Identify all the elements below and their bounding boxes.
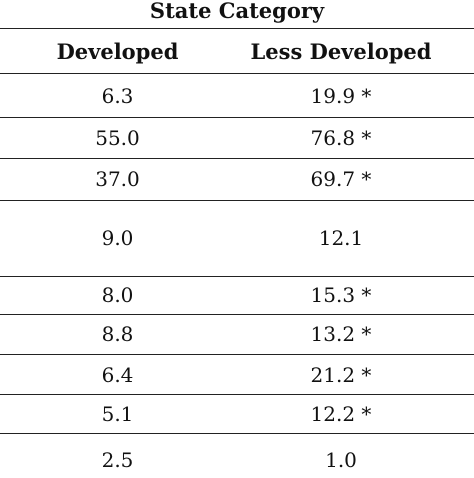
cell-less-developed: 1.0 xyxy=(325,448,357,472)
cell-developed: 8.0 xyxy=(101,283,134,307)
header-rule xyxy=(0,28,474,29)
group-header: State Category xyxy=(149,0,325,23)
table-row: 8.8 13.2 * xyxy=(0,316,474,352)
row-rule xyxy=(0,354,474,355)
cell-developed: 6.4 xyxy=(101,362,134,387)
cell-less-developed: 19.9 * xyxy=(310,83,372,108)
cell-less-developed: 21.2 * xyxy=(310,362,372,387)
cell-developed: 2.5 xyxy=(101,448,134,472)
row-rule xyxy=(0,158,474,159)
row-rule xyxy=(0,433,474,434)
table-row: 37.0 69.7 * xyxy=(0,160,474,198)
cell-less-developed: 12.2 * xyxy=(310,402,372,426)
row-rule xyxy=(0,117,474,118)
table-row: 2.5 1.0 xyxy=(0,442,474,478)
table-row: 6.4 21.2 * xyxy=(0,356,474,393)
cell-less-developed: 69.7 * xyxy=(310,167,372,191)
cell-less-developed: 15.3 * xyxy=(310,283,372,307)
cell-developed: 9.0 xyxy=(101,226,134,250)
row-rule xyxy=(0,200,474,201)
col-header-less-developed: Less Developed xyxy=(250,38,432,64)
table-row: 5.1 12.2 * xyxy=(0,396,474,432)
col-header-developed: Developed xyxy=(56,38,179,64)
column-header-row: Developed Less Developed xyxy=(0,30,474,72)
cell-less-developed: 12.1 xyxy=(318,226,364,250)
cell-developed: 37.0 xyxy=(95,167,140,191)
row-rule xyxy=(0,73,474,74)
row-rule xyxy=(0,276,474,277)
row-rule xyxy=(0,314,474,315)
cell-less-developed: 13.2 * xyxy=(310,322,372,346)
cell-developed: 8.8 xyxy=(101,322,134,346)
table-row: 6.3 19.9 * xyxy=(0,75,474,116)
cell-developed: 6.3 xyxy=(101,83,134,108)
cell-developed: 5.1 xyxy=(101,402,134,426)
table-row: 55.0 76.8 * xyxy=(0,119,474,157)
cell-developed: 55.0 xyxy=(95,126,140,150)
row-rule xyxy=(0,394,474,395)
table-row: 9.0 12.1 xyxy=(0,202,474,274)
table-row: 8.0 15.3 * xyxy=(0,278,474,312)
cell-less-developed: 76.8 * xyxy=(310,126,372,150)
